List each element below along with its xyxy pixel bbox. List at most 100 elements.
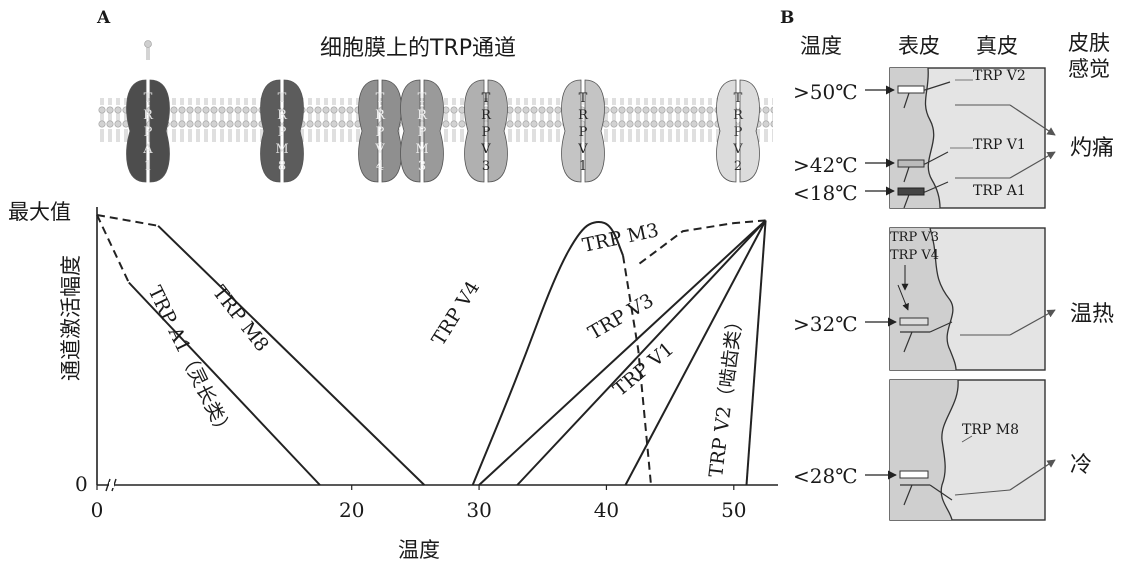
channel-letter: R (481, 108, 492, 123)
channel-label-trpv4: TRP V4 (890, 248, 939, 263)
skin-diagram (865, 67, 1056, 521)
channel-letter: V (480, 142, 491, 157)
curve-label: TRP V2（啮齿类） (705, 311, 747, 479)
temp-label-gt32: >32℃ (793, 312, 858, 336)
series-3 (622, 219, 766, 486)
sensation-burning: 灼痛 (1070, 136, 1115, 161)
header-sensation: 皮肤 感觉 (1068, 31, 1110, 81)
sensation-cold: 冷 (1070, 453, 1093, 478)
channel-letter: 8 (278, 159, 286, 174)
series-4 (478, 219, 767, 486)
channel-label-trpv3: TRP V3 (890, 230, 939, 245)
channel-label-trpv1: TRP V1 (973, 137, 1026, 153)
series-line (157, 225, 425, 486)
series-line (745, 220, 767, 486)
channel-letter: 2 (734, 159, 742, 174)
temp-label-lt28: <28℃ (793, 464, 858, 488)
channel-letter: P (579, 125, 588, 140)
channel-letter: P (376, 125, 385, 140)
series-6 (624, 219, 767, 486)
membrane-title: 细胞膜上的TRP通道 (320, 36, 516, 61)
series-line (638, 219, 766, 265)
axis-break-mark (105, 478, 111, 492)
series-0 (96, 214, 321, 486)
sensation-warm: 温热 (1070, 302, 1115, 327)
channel-letter: T (418, 91, 427, 106)
channel-letter: T (376, 91, 385, 106)
channel-letter: T (734, 91, 743, 106)
series-line (96, 214, 130, 283)
temp-label-gt50: >50℃ (793, 80, 858, 104)
temp-label-lt18: <18℃ (793, 181, 858, 205)
skin-box-warm (865, 227, 1056, 371)
series-1 (96, 214, 425, 486)
channel-letter: M (275, 142, 288, 157)
channel-letter: 3 (482, 159, 490, 174)
series-line (96, 214, 159, 227)
skin-box-cold (865, 379, 1056, 521)
y-max-label: 最大值 (8, 200, 71, 224)
channel-letter: V (374, 142, 385, 157)
channel-letter: P (144, 125, 153, 140)
channel-letter: T (278, 91, 287, 106)
channel-letter: R (277, 108, 288, 123)
header-epidermis: 表皮 (898, 34, 940, 58)
series-line (624, 219, 767, 486)
channel-letter: M (415, 142, 428, 157)
lipid-anchor-icon (144, 40, 152, 60)
x-tick-label: 30 (466, 498, 491, 522)
channel-letter: R (417, 108, 428, 123)
channel-letter: V (732, 142, 743, 157)
channel-label-trpa1: TRP A1 (973, 183, 1026, 199)
x-axis-label: 温度 (398, 538, 440, 562)
temp-label-gt42: >42℃ (793, 153, 858, 177)
series-2 (471, 221, 624, 486)
channel-letter: 1 (579, 159, 587, 174)
channel-letter: R (143, 108, 154, 123)
panel-b-letter: B (780, 8, 795, 28)
channel-letter: P (482, 125, 491, 140)
channel-letter: 3 (418, 159, 426, 174)
x-tick-label: 20 (339, 498, 364, 522)
skin-box-hot (865, 67, 1056, 209)
x-tick-label: 40 (594, 498, 619, 522)
series-line (622, 255, 652, 486)
channel-letter: T (144, 91, 153, 106)
channel-label-trpm8: TRP M8 (962, 422, 1019, 438)
header-temperature: 温度 (800, 34, 842, 58)
curve-label: TRP V1 (609, 338, 678, 401)
channel-letter: R (375, 108, 386, 123)
channel-letter: T (482, 91, 491, 106)
channel-letter: 4 (376, 159, 384, 174)
axis-break-gap (109, 482, 114, 488)
channel-letter: T (579, 91, 588, 106)
curve-label: TRP V3 (585, 289, 658, 344)
curve-label: TRP M8 (208, 282, 273, 357)
channel-letter: R (578, 108, 589, 123)
x-tick-label: 0 (91, 498, 104, 522)
x-tick-label: 50 (721, 498, 746, 522)
channel-letter: A (142, 142, 153, 157)
header-dermis: 真皮 (976, 34, 1018, 58)
series-line (471, 221, 624, 486)
y-zero-label: 0 (75, 472, 88, 496)
channel-letter: R (733, 108, 744, 123)
curve-label: TRP V4 (428, 277, 485, 349)
channel-letter: P (278, 125, 287, 140)
channel-letter: 1 (144, 159, 152, 174)
series-line (478, 219, 767, 486)
series-line (516, 219, 767, 486)
channel-label-trpv2: TRP V2 (973, 68, 1026, 84)
series-line (128, 281, 321, 486)
series-5 (516, 219, 767, 486)
channel-letter: P (734, 125, 743, 140)
